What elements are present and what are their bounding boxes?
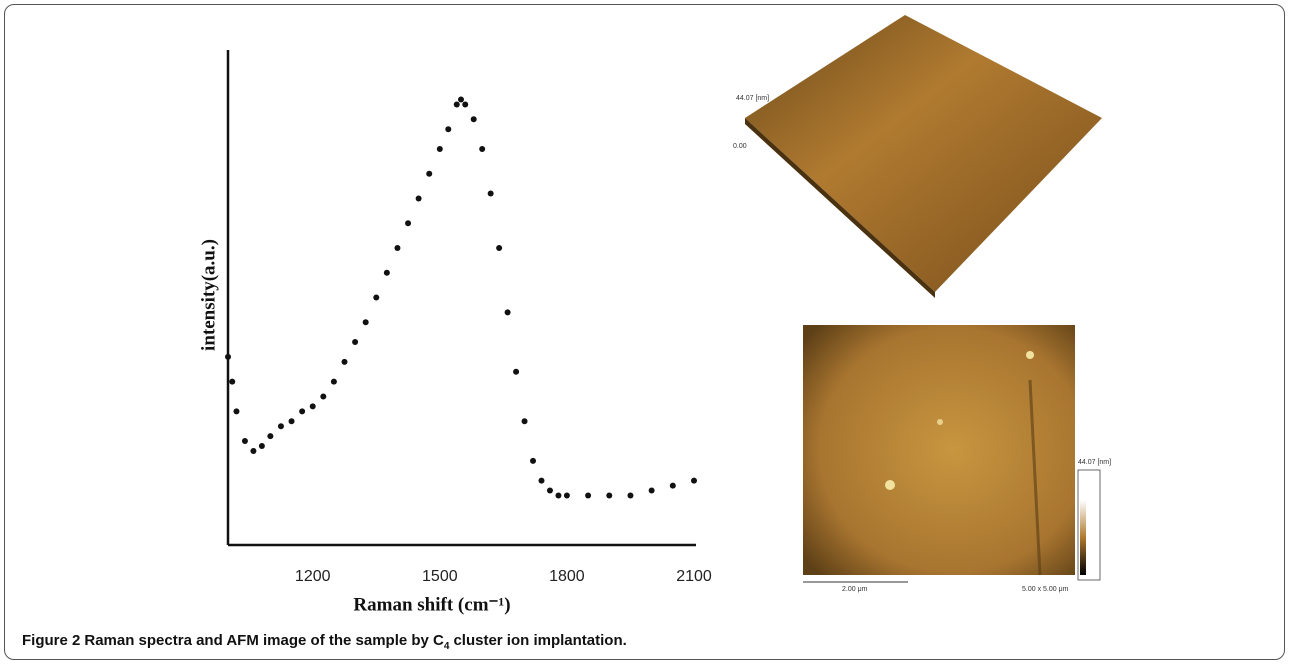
afm-2d: 44.07 [nm] 2.00 μm 5.00 x 5.00 μm: [803, 325, 1111, 593]
data-point: [470, 116, 477, 123]
x-axis-title: Raman shift (cm⁻¹): [353, 594, 510, 615]
data-point: [691, 477, 697, 484]
data-point: [229, 378, 236, 385]
data-point: [538, 477, 545, 484]
data-point: [320, 393, 327, 400]
data-point: [496, 245, 503, 251]
data-point: [258, 443, 265, 449]
data-point: [415, 195, 422, 202]
caption-label: Figure 2: [22, 632, 81, 649]
data-point: [233, 408, 240, 415]
data-point: [627, 492, 634, 499]
afm-particle: [937, 419, 943, 425]
data-point: [648, 487, 655, 494]
data-point: [241, 438, 248, 445]
data-point: [436, 146, 443, 152]
data-point: [299, 408, 306, 415]
data-point: [330, 378, 337, 385]
data-point: [250, 447, 257, 454]
data-point: [521, 418, 528, 425]
data-point: [352, 339, 359, 346]
data-point: [585, 492, 592, 499]
data-point: [225, 353, 231, 360]
afm-zero-label: 0.00: [733, 143, 747, 150]
data-point: [426, 170, 433, 177]
caption-subscript: 4: [443, 641, 450, 652]
data-point: [458, 96, 464, 103]
data-point: [309, 403, 316, 410]
figure-frame: [4, 4, 1285, 660]
data-point: [555, 492, 562, 499]
caption-text-after: cluster ion implantation.: [453, 632, 627, 649]
x-tick-label: 1200: [295, 568, 331, 585]
data-point: [606, 492, 613, 499]
x-tick-label: 2100: [676, 568, 712, 585]
afm-edge: [745, 118, 935, 298]
afm-image: [803, 325, 1075, 575]
afm-colorbar-max: 44.07 [nm]: [1078, 459, 1111, 466]
afm-scan-size: 5.00 x 5.00 μm: [1022, 586, 1069, 593]
data-point: [362, 319, 369, 326]
data-point: [341, 358, 348, 365]
afm-scratch: [1028, 379, 1042, 576]
data-point: [373, 294, 380, 301]
data-point: [462, 101, 469, 108]
data-point: [669, 482, 676, 489]
caption-text: Raman spectra and AFM image of the sampl…: [84, 632, 444, 649]
data-point: [530, 457, 537, 464]
afm-surface: [745, 15, 1102, 292]
data-point: [513, 368, 520, 375]
data-point: [546, 487, 553, 494]
afm-3d: 44.07 [nm] 0.00: [733, 15, 1102, 298]
afm-colorbar: [1080, 500, 1086, 575]
afm-height-label: 44.07 [nm]: [736, 95, 769, 102]
data-point: [267, 433, 274, 440]
data-point: [277, 423, 284, 430]
x-tick-label: 1800: [549, 568, 585, 585]
data-point: [405, 220, 412, 227]
data-point: [445, 126, 452, 133]
afm-particle: [885, 480, 895, 490]
data-point: [479, 146, 486, 152]
afm-scale-label: 2.00 μm: [842, 586, 868, 593]
data-point: [563, 492, 570, 499]
data-point: [453, 101, 460, 108]
data-point: [487, 190, 494, 197]
y-axis-title: intensity(a.u.): [198, 239, 219, 351]
data-point: [383, 269, 390, 276]
data-point: [504, 309, 511, 316]
data-point: [288, 418, 295, 425]
data-point: [394, 245, 401, 251]
afm-particle: [1026, 351, 1034, 359]
caption: Figure 2 Raman spectra and AFM image of t…: [22, 632, 631, 652]
x-tick-label: 1500: [422, 568, 458, 585]
